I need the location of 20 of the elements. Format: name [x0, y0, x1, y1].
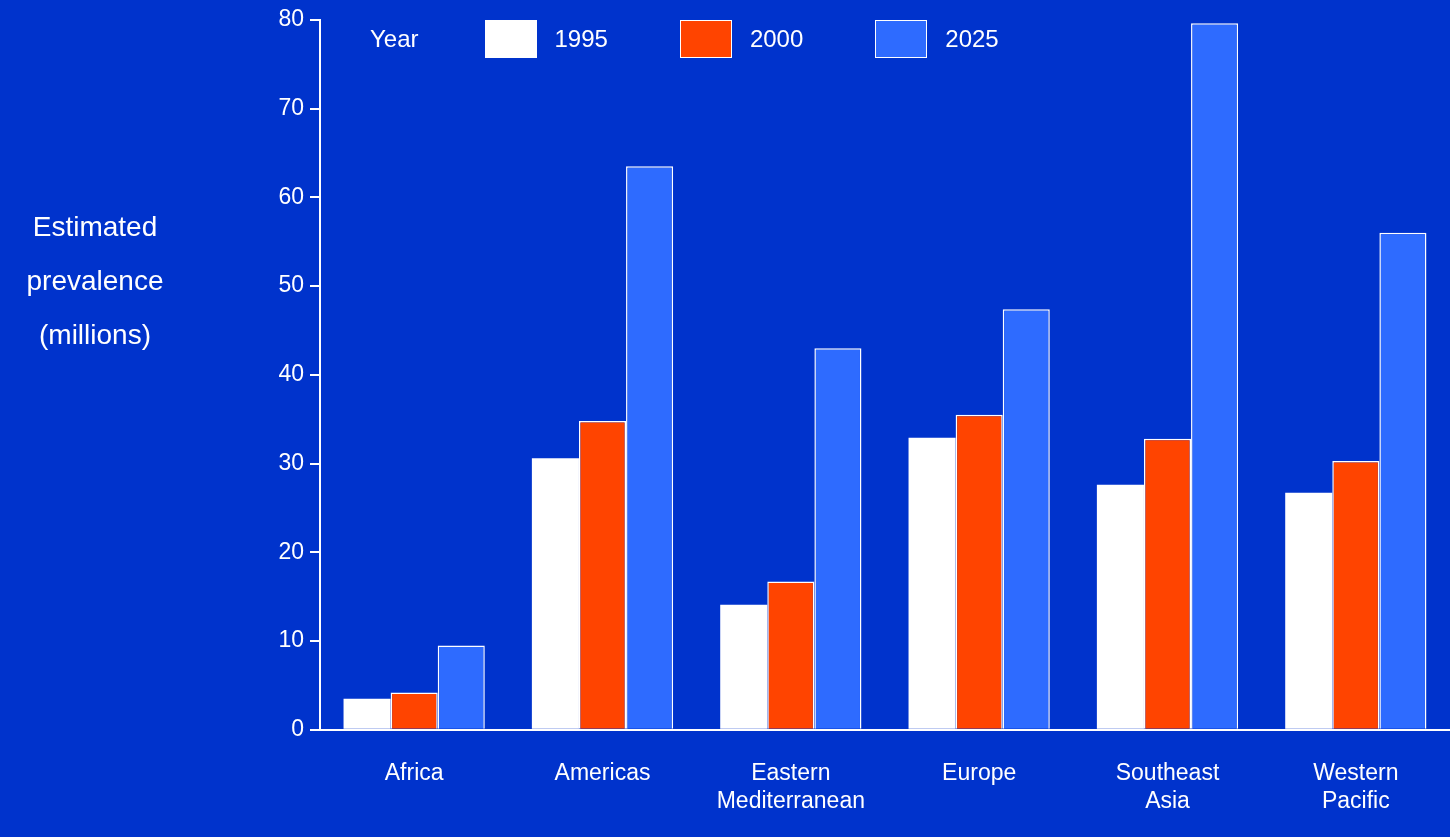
x-tick-label: Western Pacific	[1313, 758, 1399, 813]
x-tick-label: Eastern Mediterranean	[716, 758, 865, 813]
y-tick-label: 80	[278, 5, 304, 32]
y-tick-label: 40	[278, 360, 304, 387]
y-tick-label: 50	[278, 271, 304, 298]
x-tick-label: Southeast Asia	[1115, 758, 1220, 813]
legend-label: 2025	[945, 25, 999, 53]
y-axis-title: Estimated prevalence (millions)	[25, 210, 165, 352]
y-tick-label: 70	[278, 93, 304, 120]
y-tick-label: 20	[278, 537, 304, 564]
x-tick-label: Europe	[942, 758, 1017, 785]
y-tick-label: 60	[278, 182, 304, 209]
y-tick-label: 30	[278, 448, 304, 475]
legend-label: 2000	[749, 25, 804, 53]
legend-label: 1995	[554, 25, 608, 53]
x-tick-label: Americas	[554, 758, 651, 785]
y-tick-label: 0	[291, 715, 304, 742]
x-tick-label: Africa	[384, 758, 444, 785]
y-tick-label: 10	[278, 626, 304, 653]
legend-title: Year	[370, 25, 419, 53]
